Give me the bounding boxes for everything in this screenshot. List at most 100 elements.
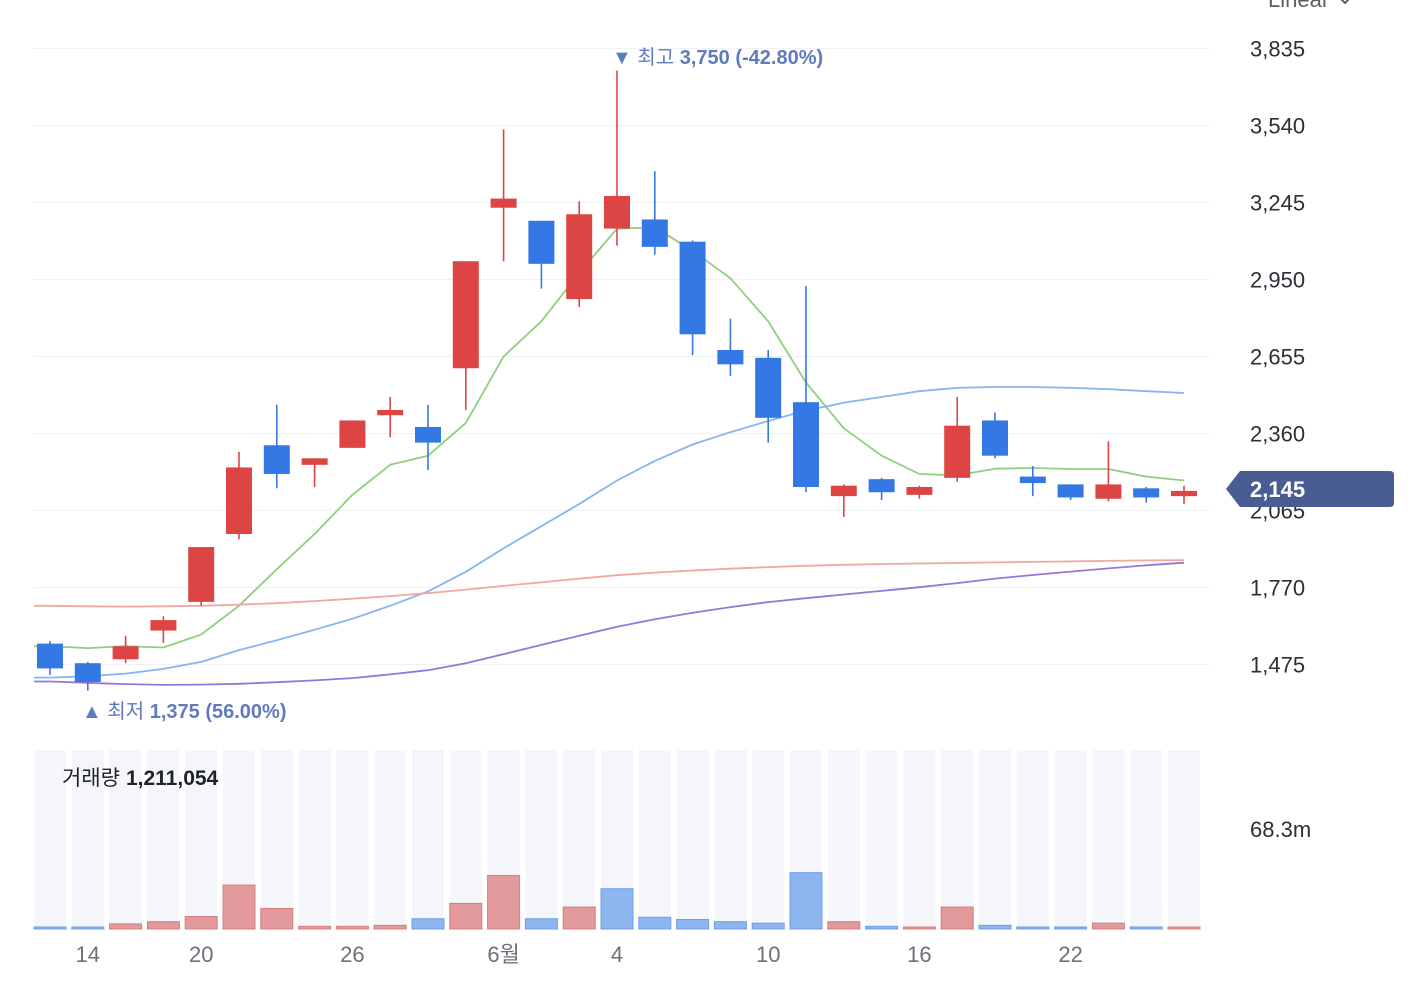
- volume-bar: [978, 924, 1012, 930]
- volume-bar: [335, 925, 369, 930]
- volume-bar: [638, 916, 672, 930]
- volume-slot: [260, 750, 293, 929]
- ma-line-ma60: [34, 561, 1185, 686]
- candle-body: [301, 458, 328, 465]
- volume-bar: [902, 926, 936, 930]
- y-tick-label: 3,245: [1250, 191, 1305, 216]
- volume-slot: [449, 750, 482, 929]
- volume-header-value: 1,211,054: [125, 767, 219, 790]
- candle-body: [906, 487, 933, 495]
- volume-slot: [1168, 750, 1200, 929]
- volume-slot: [1130, 750, 1163, 929]
- candle-body: [339, 420, 366, 448]
- volume-bar: [1129, 926, 1163, 930]
- candle-body: [944, 425, 971, 478]
- candle-body: [452, 261, 479, 369]
- volume-slot: [676, 750, 709, 929]
- current-price-value: 2,145: [1250, 477, 1306, 502]
- volume-bar: [676, 918, 710, 930]
- volume-bar: [713, 921, 747, 930]
- candle-body: [717, 349, 744, 365]
- volume-slot: [941, 750, 974, 929]
- volume-bar: [940, 906, 974, 930]
- volume-bar: [562, 906, 596, 930]
- candle-body: [1057, 484, 1084, 498]
- candle-body: [1133, 488, 1160, 498]
- y-tick-label: 2,360: [1250, 422, 1305, 447]
- volume-slot: [298, 750, 331, 929]
- candle-body: [1019, 476, 1046, 484]
- volume-bar: [827, 921, 861, 930]
- candle-body: [604, 195, 630, 229]
- candle-body: [263, 445, 290, 474]
- candle-body: [377, 410, 404, 416]
- volume-slot: [71, 750, 104, 929]
- volume-bar: [298, 925, 332, 930]
- candle-body: [830, 485, 857, 497]
- volume-slot: [34, 750, 66, 929]
- y-tick-label: 2,655: [1250, 345, 1305, 370]
- candle-body: [490, 198, 517, 208]
- candle-body: [226, 467, 252, 534]
- high-marker-value: 3,750 (-42.80%): [680, 47, 823, 69]
- volume-slot: [752, 750, 785, 929]
- candle-body: [566, 214, 593, 300]
- volume-slot: [109, 750, 142, 929]
- volume-slot: [185, 750, 218, 929]
- y-tick-label: 1,770: [1250, 576, 1305, 601]
- volume-slot: [336, 750, 369, 929]
- candle-body: [37, 643, 63, 669]
- volume-bar: [260, 908, 294, 930]
- volume-bar: [1054, 926, 1088, 930]
- volume-bar: [600, 888, 634, 930]
- low-marker: ▲ 최저 1,375 (56.00%): [82, 700, 286, 723]
- volume-slot: [374, 750, 407, 929]
- volume-slot: [1016, 750, 1049, 929]
- x-tick-label: 26: [340, 942, 364, 967]
- y-tick-label: 2,950: [1250, 268, 1305, 293]
- candle-body: [112, 646, 139, 660]
- candle-body: [74, 663, 101, 682]
- volume-slot: [563, 750, 596, 929]
- x-tick-label: 20: [189, 942, 213, 967]
- volume-slot: [147, 750, 180, 929]
- candle-body: [188, 547, 215, 602]
- x-tick-label: 6월: [487, 942, 519, 967]
- volume-slot: [865, 750, 898, 929]
- candle-body: [1095, 484, 1122, 499]
- x-tick-label: 22: [1058, 942, 1082, 967]
- volume-bar: [1016, 926, 1050, 930]
- candle-body: [641, 219, 668, 247]
- volume-slot: [638, 750, 671, 929]
- volume-bar: [184, 916, 218, 930]
- volume-bar: [71, 926, 105, 930]
- scale-mode-label: Linear: [1268, 0, 1329, 13]
- ma-line-ma5: [34, 226, 1185, 649]
- candle-body: [755, 357, 782, 418]
- candle-body: [679, 241, 706, 335]
- volume-slot: [412, 750, 444, 929]
- x-tick-label: 4: [611, 942, 623, 967]
- volume-bar: [487, 875, 521, 930]
- ma-line-ma120: [34, 559, 1185, 608]
- scale-mode-dropdown[interactable]: Linear: [1268, 0, 1353, 12]
- volume-bar: [1091, 922, 1125, 930]
- volume-bar: [524, 918, 558, 930]
- volume-bar: [865, 925, 899, 930]
- candle-body: [528, 220, 555, 264]
- volume-bar: [33, 926, 67, 930]
- high-marker: ▼ 최고 3,750 (-42.80%): [612, 46, 823, 69]
- volume-header: 거래량 1,211,054: [62, 762, 218, 792]
- volume-slot: [1092, 750, 1125, 929]
- volume-bar: [449, 902, 483, 930]
- volume-header-label: 거래량: [62, 767, 120, 790]
- y-tick-label: 1,475: [1250, 653, 1305, 678]
- chevron-down-icon: [1340, 0, 1350, 5]
- low-marker-value: 1,375 (56.00%): [150, 701, 287, 723]
- volume-slot: [979, 750, 1011, 929]
- candle-body: [793, 402, 819, 488]
- volume-max-label: 68.3m: [1250, 817, 1311, 842]
- x-tick-label: 10: [756, 942, 780, 967]
- volume-bar: [222, 884, 256, 930]
